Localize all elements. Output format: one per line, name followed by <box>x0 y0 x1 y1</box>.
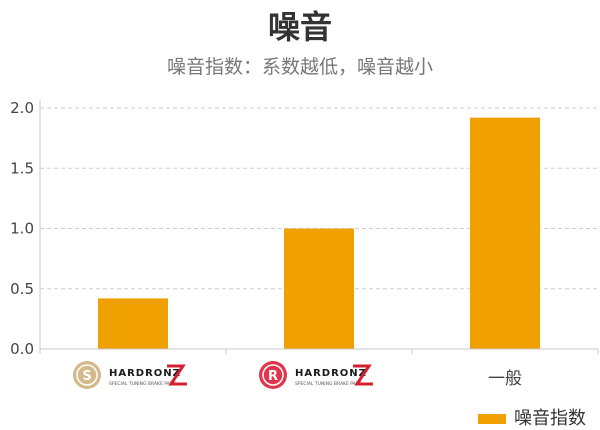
logo-badge-ring <box>262 364 284 386</box>
y-tick-label: 1.5 <box>10 159 34 177</box>
chart-title: 噪音 <box>267 8 332 46</box>
brand-logo: R HARDRONZ SPECIAL TUNING BRAKE PADS <box>259 361 373 389</box>
x-axis-category-labels: S HARDRONZ SPECIAL TUNING BRAKE PADS R HARDR… <box>73 361 522 389</box>
logo-badge-letter: S <box>82 369 91 384</box>
legend: 噪音指数 <box>478 408 586 429</box>
y-axis-tick-labels: 0.0 0.5 1.0 1.5 2.0 <box>10 99 34 358</box>
category-label: 一般 <box>488 369 522 389</box>
brand-logo: S HARDRONZ SPECIAL TUNING BRAKE PADS <box>73 361 187 389</box>
bars <box>98 117 540 349</box>
bar <box>284 228 354 349</box>
bar <box>98 298 168 349</box>
logo-z-mark <box>353 364 373 386</box>
x-axis-tick-marks <box>39 349 599 354</box>
legend-swatch <box>478 414 506 424</box>
logo-badge-letter: R <box>268 369 278 384</box>
y-tick-label: 1.0 <box>10 220 34 238</box>
logo-brand: HARDRONZ <box>295 368 367 379</box>
y-tick-label: 0.5 <box>10 280 34 298</box>
chart-subtitle: 噪音指数：系数越低，噪音越小 <box>166 56 433 78</box>
logo-tagline: SPECIAL TUNING BRAKE PADS <box>295 381 362 387</box>
logo-brand: HARDRONZ <box>109 368 181 379</box>
logo-z-mark <box>167 364 187 386</box>
y-tick-label: 0.0 <box>10 340 34 358</box>
logo-badge-ring <box>76 364 98 386</box>
bar <box>470 117 540 349</box>
legend-label: 噪音指数 <box>514 408 586 429</box>
y-tick-label: 2.0 <box>10 99 34 117</box>
logo-tagline: SPECIAL TUNING BRAKE PADS <box>109 381 176 387</box>
